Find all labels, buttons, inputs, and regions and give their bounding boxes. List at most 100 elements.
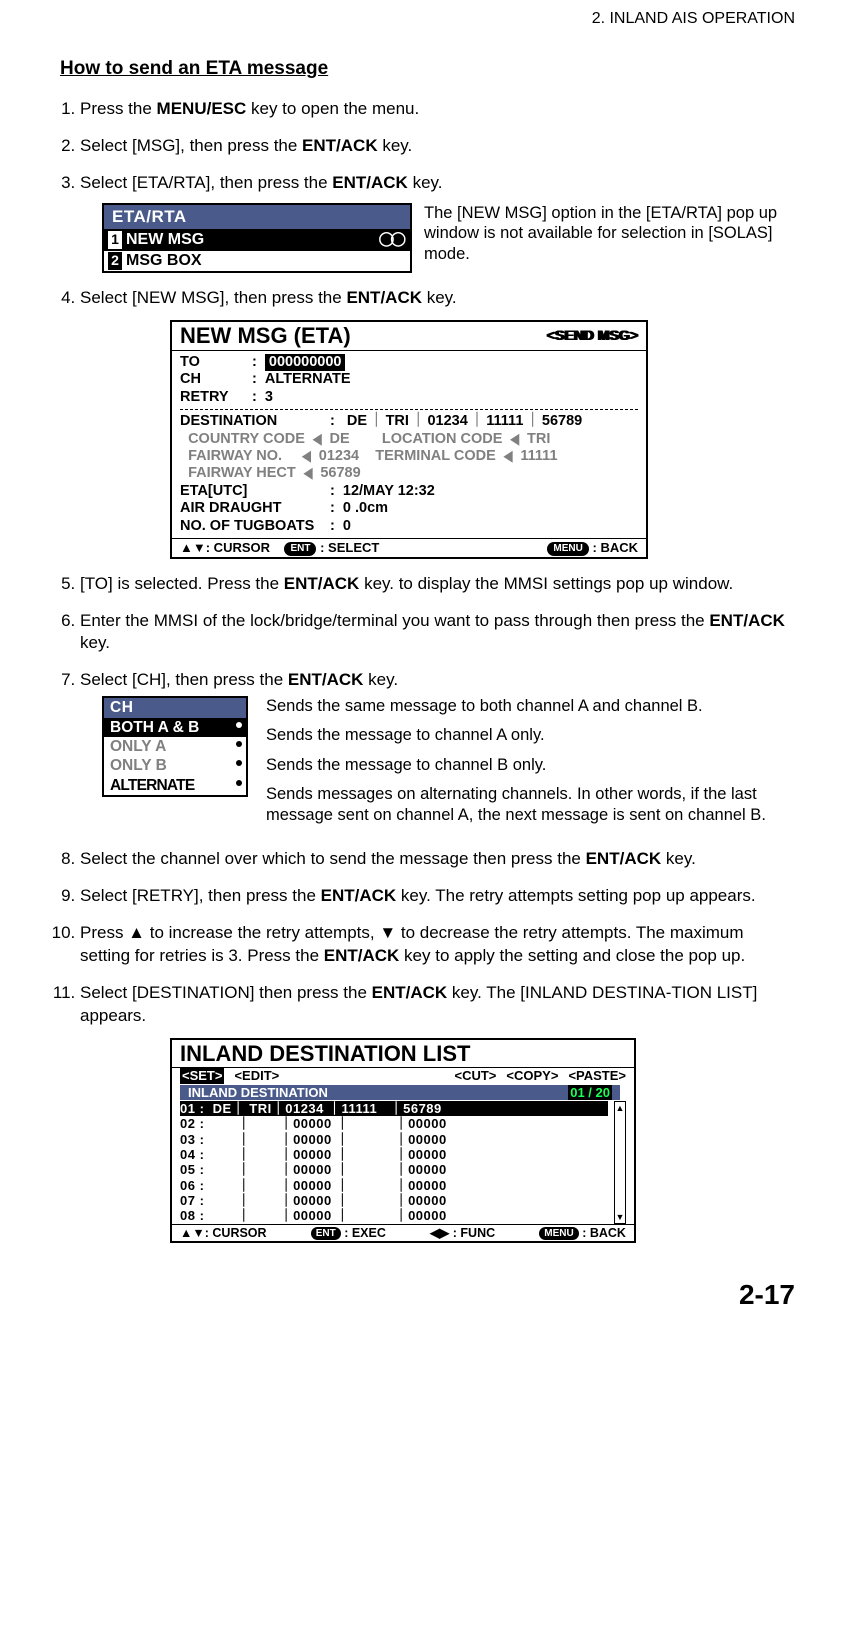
table-row[interactable]: 01 : DE｜ TRI｜01234 ｜11111 ｜56789 [180,1101,608,1116]
table-row[interactable]: 07 : ｜ ｜00000 ｜ ｜00000 [180,1193,608,1208]
row-label: MSG BOX [126,251,202,271]
scroll-up-icon[interactable]: ▲ [615,1102,625,1114]
sep-icon: ｜ [523,413,542,430]
cursor-hint: : CURSOR [206,540,270,555]
retry-label: RETRY [180,389,252,406]
ch-option-alternate[interactable]: ALTERNATE [104,776,246,795]
sep-icon: ｜ [409,413,428,430]
key-name: ENT/ACK [321,886,397,905]
eta-rta-figure: ETA/RTA 1 NEW MSG ◯◯ 2 MSG BOX The [NEW … [102,203,795,273]
section-title: How to send an ETA message [60,58,795,80]
tab-bar: <SET> <EDIT> <CUT> <COPY> <PASTE> [172,1068,634,1083]
ch-desc: Sends messages on alternating channels. … [266,784,786,826]
to-label: TO [180,354,252,371]
back-hint: : BACK [593,540,639,555]
to-value[interactable]: 000000000 [265,354,346,371]
step-text: Select [CH], then press the [80,670,288,689]
tab-copy[interactable]: <COPY> [506,1068,558,1083]
ch-desc: Sends the message to channel B only. [266,755,786,776]
row-number: 2 [108,252,122,270]
popup-row-msg-box[interactable]: 2 MSG BOX [104,250,410,271]
destination-table: 01 : DE｜ TRI｜01234 ｜11111 ｜56789 02 : ｜ … [172,1101,634,1224]
back-hint: : BACK [582,1226,626,1240]
eta-label: ETA[UTC] [180,483,330,500]
key-name: ENT/ACK [324,946,400,965]
sub-label: INLAND DESTINATION [188,1085,328,1100]
tugboats-label: NO. OF TUGBOATS [180,518,330,535]
step-text: key. The retry attempts setting pop up a… [396,886,755,905]
ch-desc: Sends the same message to both channel A… [266,696,786,717]
ch-option-only-a[interactable]: ONLY A [104,737,246,756]
send-msg-label[interactable]: <SEND MSG> [547,327,638,344]
air-draught-value[interactable]: 0 .0cm [343,500,388,517]
step-text: Enter the MMSI of the lock/bridge/termin… [80,611,709,630]
key-name: ENT/ACK [302,136,378,155]
step-10: Press ▲ to increase the retry attempts, … [80,922,795,968]
cursor-hint: : CURSOR [205,1226,267,1240]
table-row[interactable]: 06 : ｜ ｜00000 ｜ ｜00000 [180,1178,608,1193]
retry-value[interactable]: 3 [265,389,273,406]
destination-label: DESTINATION [180,413,330,430]
ent-pill: ENT [311,1227,341,1240]
ch-value[interactable]: ALTERNATE [265,371,351,388]
tab-cut[interactable]: <CUT> [455,1068,497,1083]
popup-title: CH [104,698,246,717]
step-text: Select [ETA/RTA], then press the [80,173,332,192]
panel-footer: ▲▼: CURSOR ENT : EXEC ◀▶ : FUNC MENU : B… [172,1224,634,1242]
divider [180,409,638,410]
ch-option-only-b[interactable]: ONLY B [104,756,246,775]
step-5: [TO] is selected. Press the ENT/ACK key.… [80,573,795,596]
step-text: [TO] is selected. Press the [80,574,284,593]
destination-value[interactable]: DE｜TRI｜01234｜11111｜56789 [347,413,582,430]
table-row[interactable]: 03 : ｜ ｜00000 ｜ ｜00000 [180,1132,608,1147]
ch-option-both[interactable]: BOTH A & B [104,718,246,737]
sep-icon: ｜ [468,413,487,430]
popup-title: ETA/RTA [104,205,410,229]
scroll-down-icon[interactable]: ▼ [615,1211,625,1223]
step-3: Select [ETA/RTA], then press the ENT/ACK… [80,172,795,273]
eta-value[interactable]: 12/MAY 12:32 [343,483,435,500]
panel-title: NEW MSG (ETA) [180,323,351,349]
ch-popup: CH BOTH A & B ONLY A ONLY B ALTERNATE [102,696,248,797]
step-6: Enter the MMSI of the lock/bridge/termin… [80,610,795,656]
ch-desc: Sends the message to channel A only. [266,725,786,746]
row-number: 1 [108,231,122,249]
ch-descriptions: Sends the same message to both channel A… [266,696,786,834]
dest-seg: 56789 [542,413,582,430]
key-name: ENT/ACK [288,670,364,689]
key-name: ENT/ACK [586,849,662,868]
step-text: key. [378,136,413,155]
page-indicator: 01 / 20 [568,1085,612,1100]
page-number: 2-17 [60,1279,795,1311]
key-name: MENU/ESC [157,99,247,118]
table-row[interactable]: 04 : ｜ ｜00000 ｜ ｜00000 [180,1147,608,1162]
panel-title: INLAND DESTINATION LIST [172,1040,634,1069]
hint-row: FAIRWAY NO. ◀ 01234 TERMINAL CODE ◀ 1111… [180,448,638,465]
dot-icon [236,760,242,766]
cursor-icon: ▲▼ [180,1226,205,1240]
sub-header: INLAND DESTINATION 01 / 20 [180,1085,620,1100]
tab-paste[interactable]: <PASTE> [568,1068,626,1083]
step-text: Select [DESTINATION] then press the [80,983,372,1002]
key-name: ENT/ACK [332,173,408,192]
dot-icon [236,741,242,747]
step-11: Select [DESTINATION] then press the ENT/… [80,982,795,1244]
key-name: ENT/ACK [284,574,360,593]
step-text: key. [661,849,696,868]
ch-label: CH [180,371,252,388]
hint-row: COUNTRY CODE ◀ DE LOCATION CODE ◀ TRI [180,431,638,448]
step-2: Select [MSG], then press the ENT/ACK key… [80,135,795,158]
tab-set[interactable]: <SET> [180,1068,224,1083]
key-name: ENT/ACK [346,288,422,307]
popup-row-new-msg[interactable]: 1 NEW MSG ◯◯ [104,229,410,250]
scrollbar[interactable]: ▲ ▼ [614,1101,626,1224]
tugboats-value[interactable]: 0 [343,518,351,535]
table-row[interactable]: 08 : ｜ ｜00000 ｜ ｜00000 [180,1208,608,1223]
inland-destination-list-panel: INLAND DESTINATION LIST <SET> <EDIT> <CU… [170,1038,636,1244]
cursor-icon: ▲▼ [180,540,206,555]
table-row[interactable]: 05 : ｜ ｜00000 ｜ ｜00000 [180,1162,608,1177]
tab-edit[interactable]: <EDIT> [234,1068,279,1083]
selection-icon: ◯◯ [379,230,406,250]
table-row[interactable]: 02 : ｜ ｜00000 ｜ ｜00000 [180,1116,608,1131]
step-1: Press the MENU/ESC key to open the menu. [80,98,795,121]
